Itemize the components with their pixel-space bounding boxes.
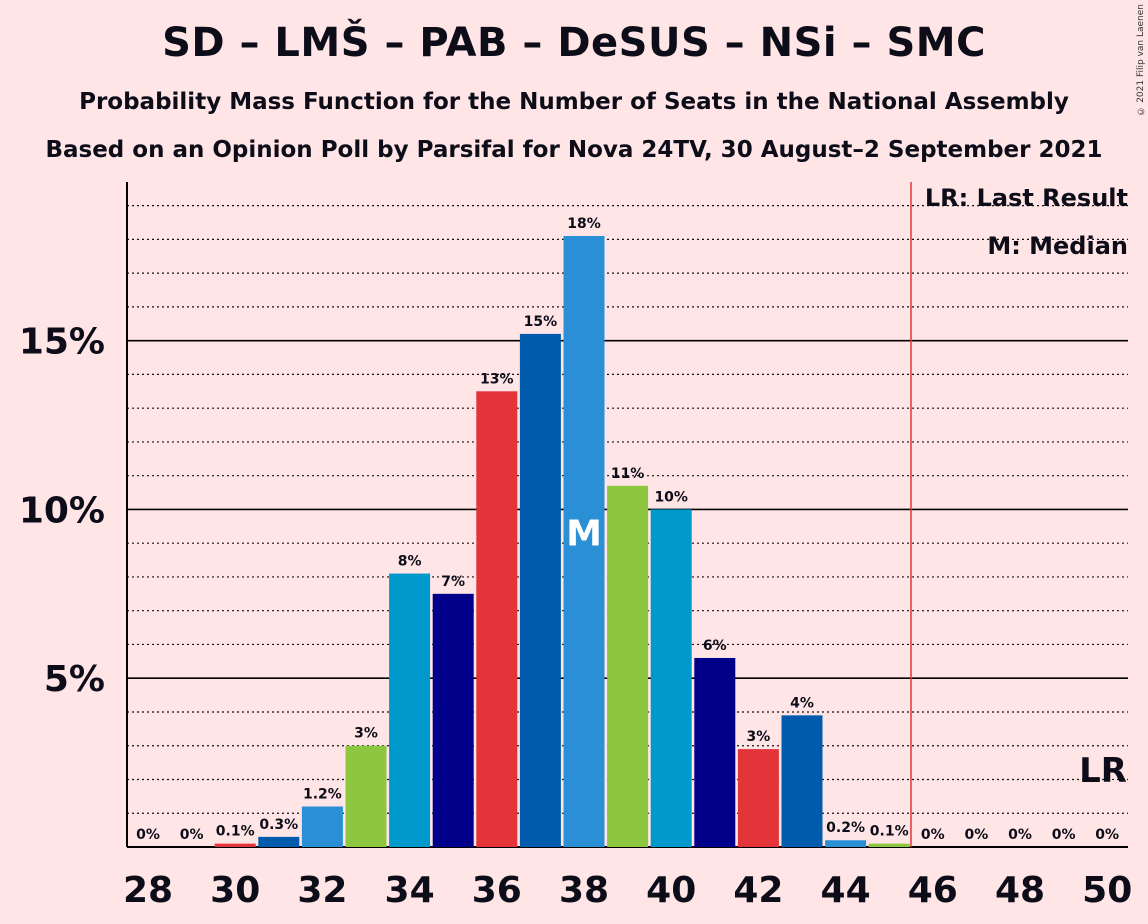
- x-tick-label: 44: [821, 870, 871, 911]
- bar-value-label: 0.3%: [259, 817, 298, 833]
- bar-seat-30: [214, 843, 256, 847]
- bar-seat-38: [563, 236, 605, 848]
- bar-value-label: 0%: [180, 827, 204, 843]
- y-tick-label: 10%: [19, 490, 105, 531]
- bar-value-label: 0%: [921, 827, 945, 843]
- bar-value-label: 3%: [354, 726, 378, 742]
- bar-seat-36: [476, 391, 518, 847]
- y-tick-label: 15%: [19, 322, 105, 363]
- bar-value-label: 13%: [480, 371, 514, 387]
- bar-seat-42: [737, 749, 779, 847]
- bar-seat-31: [258, 836, 300, 847]
- x-tick-label: 40: [646, 870, 696, 911]
- bar-seat-34: [389, 573, 431, 847]
- bar-value-label: 10%: [654, 489, 688, 505]
- median-marker: M: [566, 514, 602, 555]
- x-tick-label: 28: [123, 870, 173, 911]
- bar-seat-37: [519, 333, 561, 847]
- bar-value-label: 1.2%: [303, 786, 342, 802]
- bar-seat-41: [694, 657, 736, 847]
- legend-median: M: Median: [987, 232, 1128, 260]
- x-tick-label: 48: [995, 870, 1045, 911]
- bar-value-label: 7%: [441, 574, 465, 590]
- bar-seat-39: [607, 485, 649, 847]
- bar-value-label: 4%: [790, 695, 814, 711]
- bar-value-label: 6%: [703, 638, 727, 654]
- bar-value-label: 0.1%: [216, 824, 255, 840]
- bar-value-label: 0%: [1052, 827, 1076, 843]
- bar-value-label: 8%: [398, 554, 422, 570]
- chart-subtitle-source: Based on an Opinion Poll by Parsifal for…: [45, 137, 1103, 163]
- x-tick-label: 38: [559, 870, 609, 911]
- bar-value-label: 0.1%: [870, 824, 909, 840]
- bar-value-label: 0.2%: [826, 820, 865, 836]
- x-tick-label: 34: [385, 870, 435, 911]
- bar-value-label: 0%: [1008, 827, 1032, 843]
- x-tick-label: 32: [297, 870, 347, 911]
- bar-seat-40: [650, 509, 692, 847]
- x-tick-label: 42: [733, 870, 783, 911]
- x-tick-label: 46: [908, 870, 958, 911]
- legend-last-result: LR: Last Result: [924, 184, 1128, 212]
- bar-seat-35: [432, 593, 474, 847]
- bar-value-label: 0%: [1095, 827, 1119, 843]
- bar-seat-44: [825, 840, 867, 847]
- bar-seat-43: [781, 715, 823, 847]
- bar-value-label: 15%: [524, 314, 558, 330]
- x-tick-label: 36: [472, 870, 522, 911]
- chart-title: SD – LMŠ – PAB – DeSUS – NSi – SMC: [162, 20, 986, 66]
- bar-value-label: 0%: [136, 827, 160, 843]
- bar-value-label: 11%: [611, 466, 645, 482]
- bar-seat-45: [868, 843, 910, 847]
- bar-seat-33: [345, 745, 387, 847]
- chart-subtitle: Probability Mass Function for the Number…: [79, 89, 1069, 115]
- x-tick-label: 50: [1082, 870, 1132, 911]
- bar-value-label: 0%: [965, 827, 989, 843]
- bar-value-label: 3%: [747, 729, 771, 745]
- y-tick-label: 5%: [44, 659, 105, 700]
- x-tick-label: 30: [210, 870, 260, 911]
- bar-value-label: 18%: [567, 216, 601, 232]
- bar-seat-32: [301, 806, 343, 847]
- last-result-marker: LR: [1079, 751, 1127, 791]
